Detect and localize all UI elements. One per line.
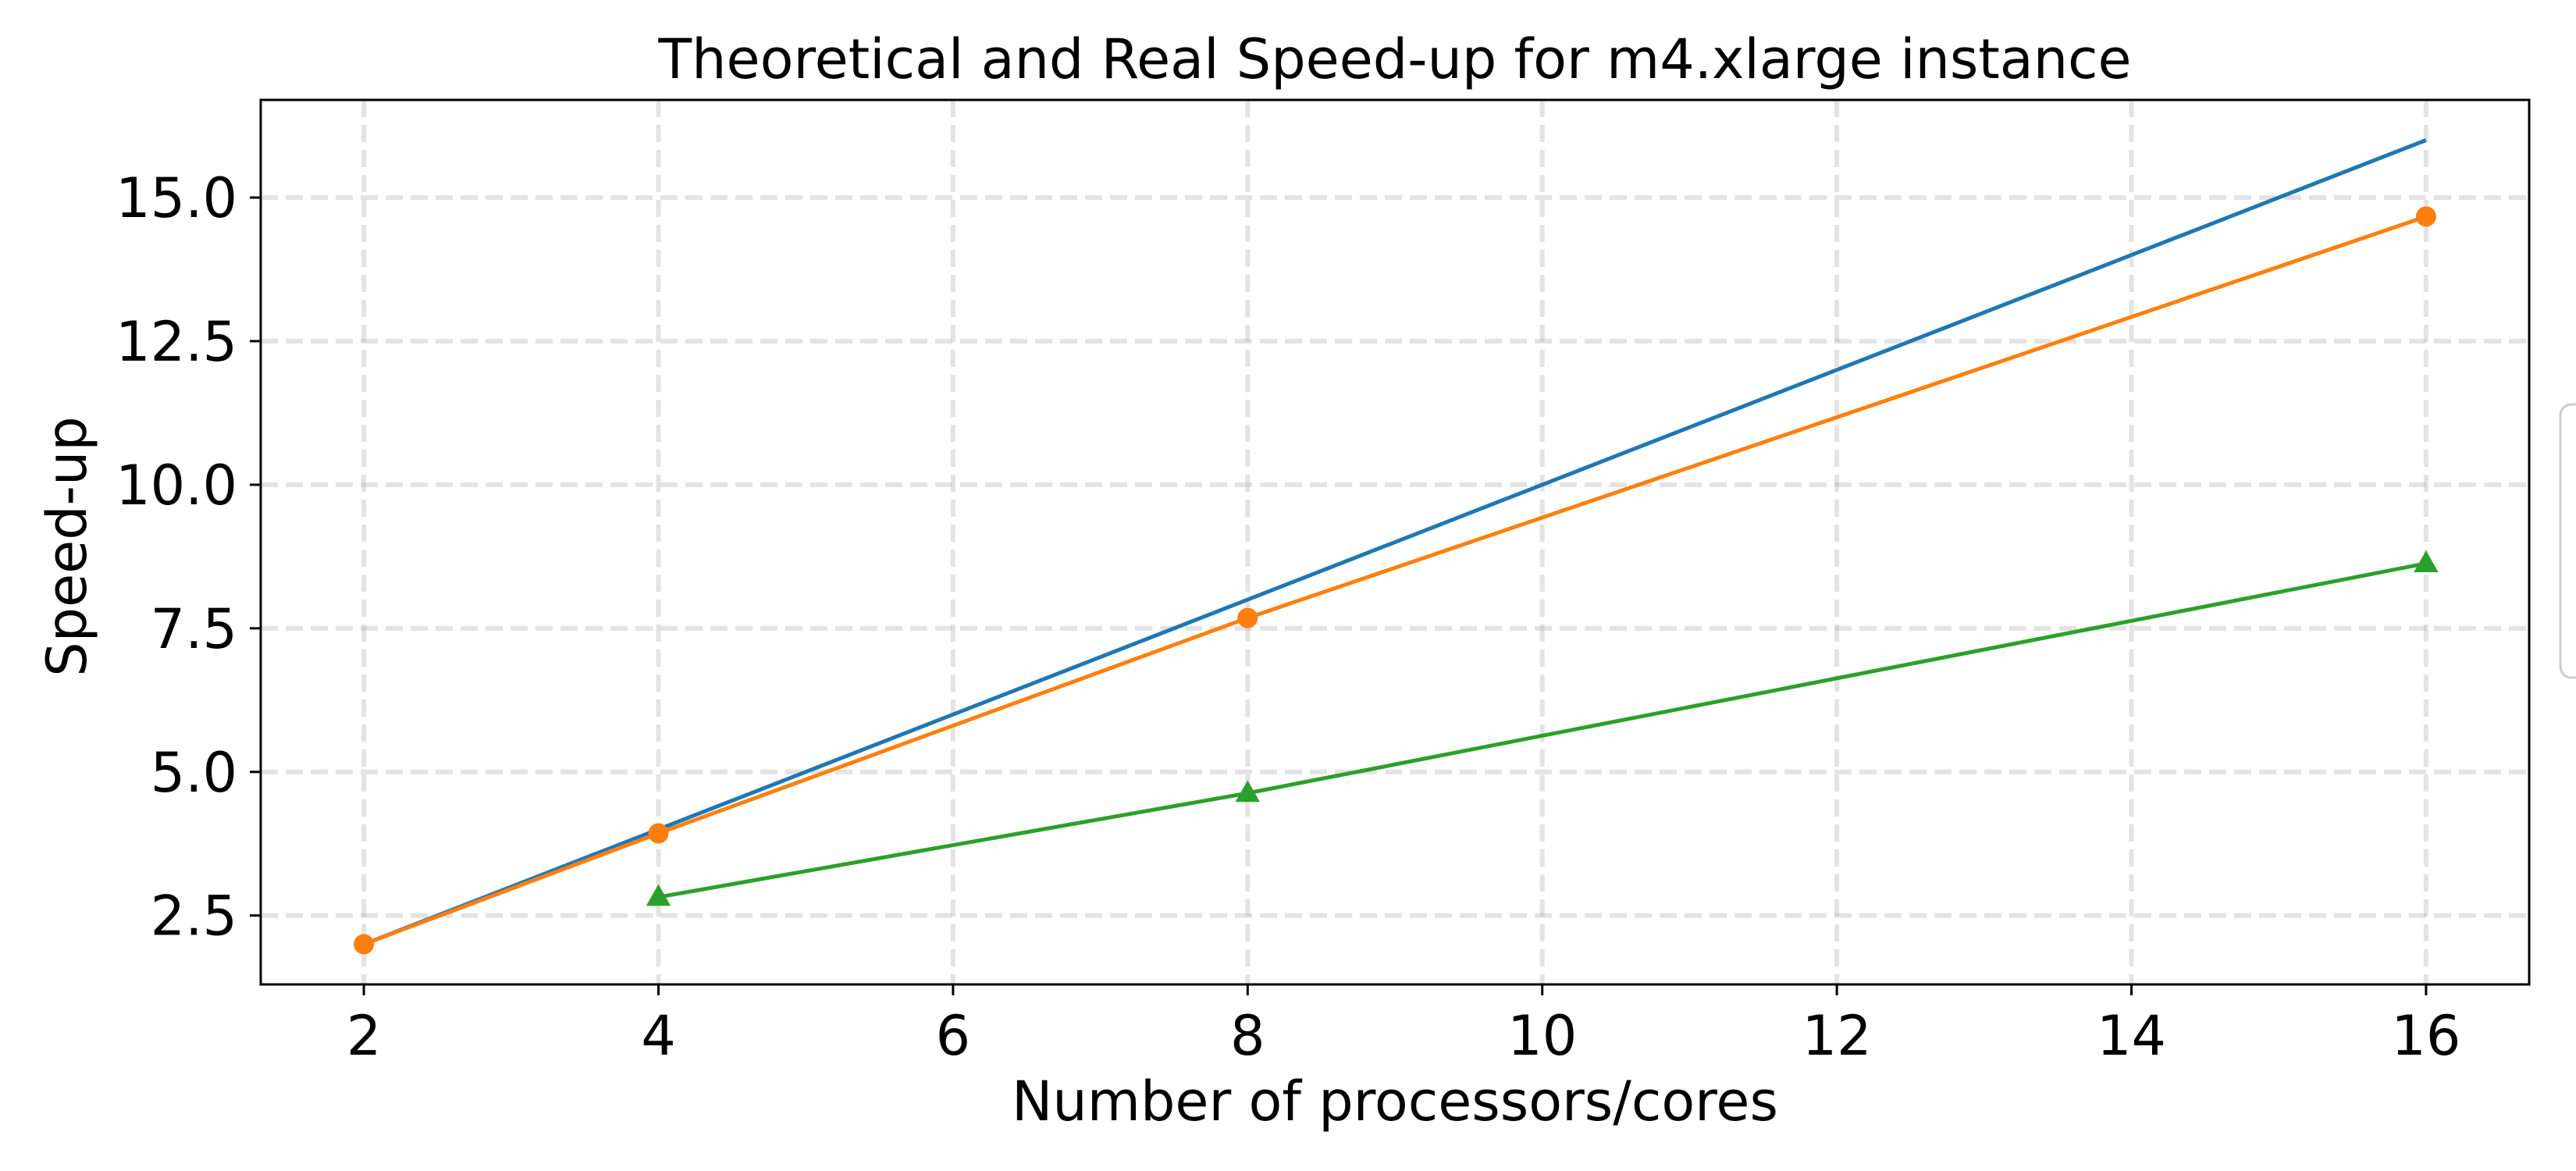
y-tick-label: 7.5 <box>151 597 237 661</box>
y-tick-label: 5.0 <box>151 741 237 805</box>
series-3-point <box>1235 780 1261 803</box>
x-tick-label: 6 <box>936 1004 971 1068</box>
x-tick-label: 14 <box>2097 1004 2166 1068</box>
series-2-point <box>354 934 375 955</box>
y-tick-label: 15.0 <box>116 166 237 230</box>
series-2-point <box>2415 206 2436 227</box>
y-tick-label: 10.0 <box>116 454 237 518</box>
tick-layer: 2 4 6 8 10 12 14 16 2.5 5.0 7.5 10.0 12.5 15.0 <box>116 166 2460 1068</box>
series-layer <box>354 138 2439 955</box>
y-axis-label: Speed-up <box>35 416 99 677</box>
grid-layer <box>261 100 2529 984</box>
chart-title: Theoretical and Real Speed-up for m4.xla… <box>657 27 2131 91</box>
y-tick-label: 2.5 <box>151 884 237 949</box>
series-2-point <box>1237 607 1258 628</box>
x-axis-label: Number of processors/cores <box>1012 1070 1778 1134</box>
series-3-point <box>2414 550 2439 572</box>
x-tick-label: 4 <box>641 1004 676 1068</box>
legend-box <box>2559 403 2576 679</box>
series-3-point <box>646 884 671 906</box>
series-2-point <box>648 823 669 844</box>
series-line-2 <box>363 215 2427 946</box>
series-line-1 <box>363 138 2427 946</box>
y-tick-label: 12.5 <box>116 310 237 374</box>
plot-frame <box>259 98 2531 986</box>
x-tick-label: 12 <box>1802 1004 1872 1068</box>
x-tick-label: 8 <box>1230 1004 1265 1068</box>
x-tick-label: 10 <box>1507 1004 1577 1068</box>
x-tick-label: 16 <box>2391 1004 2460 1068</box>
x-tick-label: 2 <box>347 1004 382 1068</box>
